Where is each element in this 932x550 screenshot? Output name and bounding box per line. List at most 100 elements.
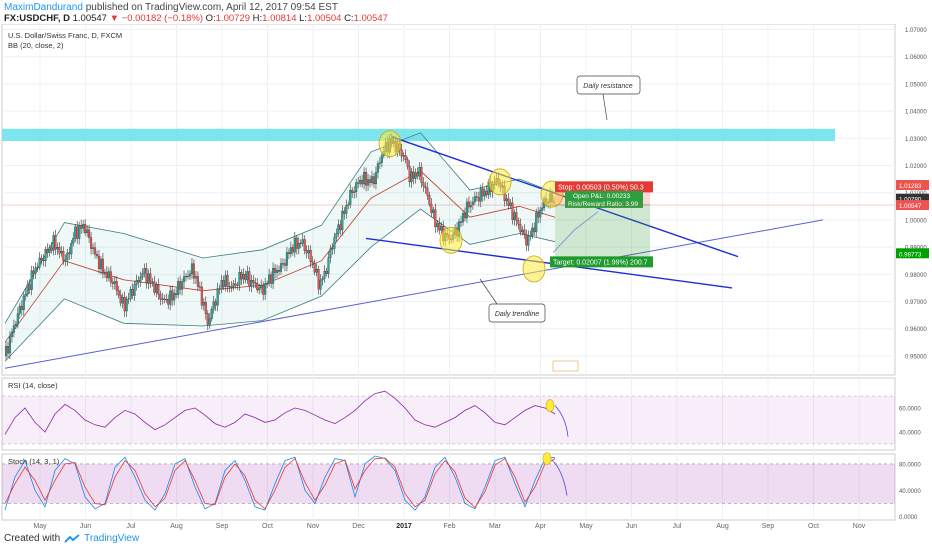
candle-body: [422, 182, 425, 187]
x-tick-label: Mar: [489, 523, 502, 530]
price-tag-bg: [896, 200, 929, 211]
candle-body: [125, 299, 128, 312]
candle-body: [99, 258, 103, 269]
stoch-k-line: [4, 455, 556, 511]
y-tick-label: 1.04000: [905, 110, 927, 116]
candle-body: [153, 281, 156, 293]
rsi-y-tick: 60.0000: [899, 407, 921, 413]
candle-body: [475, 196, 478, 198]
down-arrow-icon: ▼: [109, 13, 120, 24]
candle-body: [58, 247, 61, 254]
price-tag-bg: [896, 179, 929, 190]
candle-body: [204, 301, 207, 314]
x-tick-label: Sep: [762, 523, 775, 530]
candle-body: [159, 293, 162, 300]
rsi-arrow: [554, 405, 569, 437]
highlight-circle: [488, 168, 512, 196]
stop-label-bg: [555, 181, 653, 193]
candle-body: [527, 235, 530, 246]
candle-body: [230, 286, 233, 288]
candle-body: [343, 210, 346, 214]
target-label-bg: [550, 256, 653, 268]
candle-body: [331, 248, 334, 250]
candle-body: [469, 204, 472, 208]
candle-body: [202, 301, 205, 306]
candle-body: [511, 202, 514, 220]
candle-body: [137, 280, 140, 283]
y-tick-label: 1.02000: [905, 164, 927, 170]
candle-body: [266, 283, 269, 285]
candle-body: [234, 283, 237, 286]
tradingview-brand[interactable]: TradingView: [84, 533, 140, 544]
candle-body: [149, 273, 152, 283]
candle-body: [212, 301, 215, 310]
candle-body: [107, 271, 110, 279]
candle-body: [297, 242, 300, 249]
candle-body: [467, 201, 470, 208]
x-tick-label: Dec: [352, 523, 365, 530]
candle-body: [416, 172, 419, 177]
event-marker-icon: [552, 360, 579, 372]
candle-body: [355, 182, 358, 193]
x-tick-label: Nov: [853, 523, 866, 530]
y-tick-label: 1.07000: [905, 28, 927, 34]
candle-body: [313, 263, 316, 273]
price-chart[interactable]: May Jun Jul Aug Sep Oct Nov Dec 2017 Feb Mar Apr May…: [0, 24, 932, 532]
candle-body: [465, 201, 469, 219]
candle-body: [289, 247, 292, 255]
candle-body: [335, 233, 338, 238]
candle-body: [72, 238, 75, 244]
candle-body: [434, 209, 437, 228]
candle-body: [26, 284, 29, 295]
candle-body: [264, 283, 267, 295]
highlight-circle: [378, 130, 402, 158]
price-tag-bg: [896, 193, 929, 204]
candle-body: [537, 212, 540, 218]
candle-body: [101, 258, 104, 273]
candle-body: [459, 221, 463, 223]
candle-body: [30, 270, 33, 290]
x-tick-label: Oct: [262, 523, 273, 530]
y-tick-label: 0.96000: [905, 327, 927, 333]
candle-body: [93, 247, 97, 255]
candle-body: [78, 225, 81, 239]
candle-body: [145, 268, 148, 284]
candle-body: [341, 210, 344, 231]
highlight-circle: [522, 255, 546, 283]
candle-body: [515, 212, 518, 221]
candle-body: [84, 224, 87, 234]
candle-body: [272, 268, 275, 284]
candle-body: [175, 293, 178, 295]
created-with-text: Created with: [4, 533, 61, 544]
candle-body: [224, 275, 227, 287]
candle-body: [275, 270, 279, 273]
candle-body: [376, 163, 379, 173]
price-tag: 1.00547: [899, 203, 922, 210]
candle-body: [226, 275, 229, 287]
candle-body: [254, 282, 257, 284]
candle-body: [317, 269, 320, 290]
resistance-callout-text: Daily resistance: [583, 83, 633, 90]
candle-body: [242, 274, 245, 280]
candle-body: [252, 279, 255, 283]
candle-body: [432, 209, 435, 213]
candle-body: [48, 247, 51, 253]
candle-body: [426, 187, 429, 196]
candle-body: [182, 276, 186, 282]
resistance-zone: [2, 128, 835, 141]
candle-body: [250, 279, 253, 287]
candle-body: [127, 298, 130, 300]
bollinger-fill: [5, 132, 555, 362]
candle-body: [121, 297, 124, 304]
candle-body: [123, 297, 126, 312]
candle-body: [485, 190, 488, 195]
candle-body: [256, 283, 259, 291]
candle-body: [10, 332, 13, 337]
candle-body: [285, 252, 288, 266]
x-tick-label: May: [33, 523, 47, 530]
author-name[interactable]: MaximDandurand: [4, 2, 83, 13]
pl-label-bg: [565, 190, 643, 208]
stoch-highlight-circle: [542, 452, 552, 465]
candle-body: [117, 290, 120, 296]
candle-body: [535, 212, 538, 233]
